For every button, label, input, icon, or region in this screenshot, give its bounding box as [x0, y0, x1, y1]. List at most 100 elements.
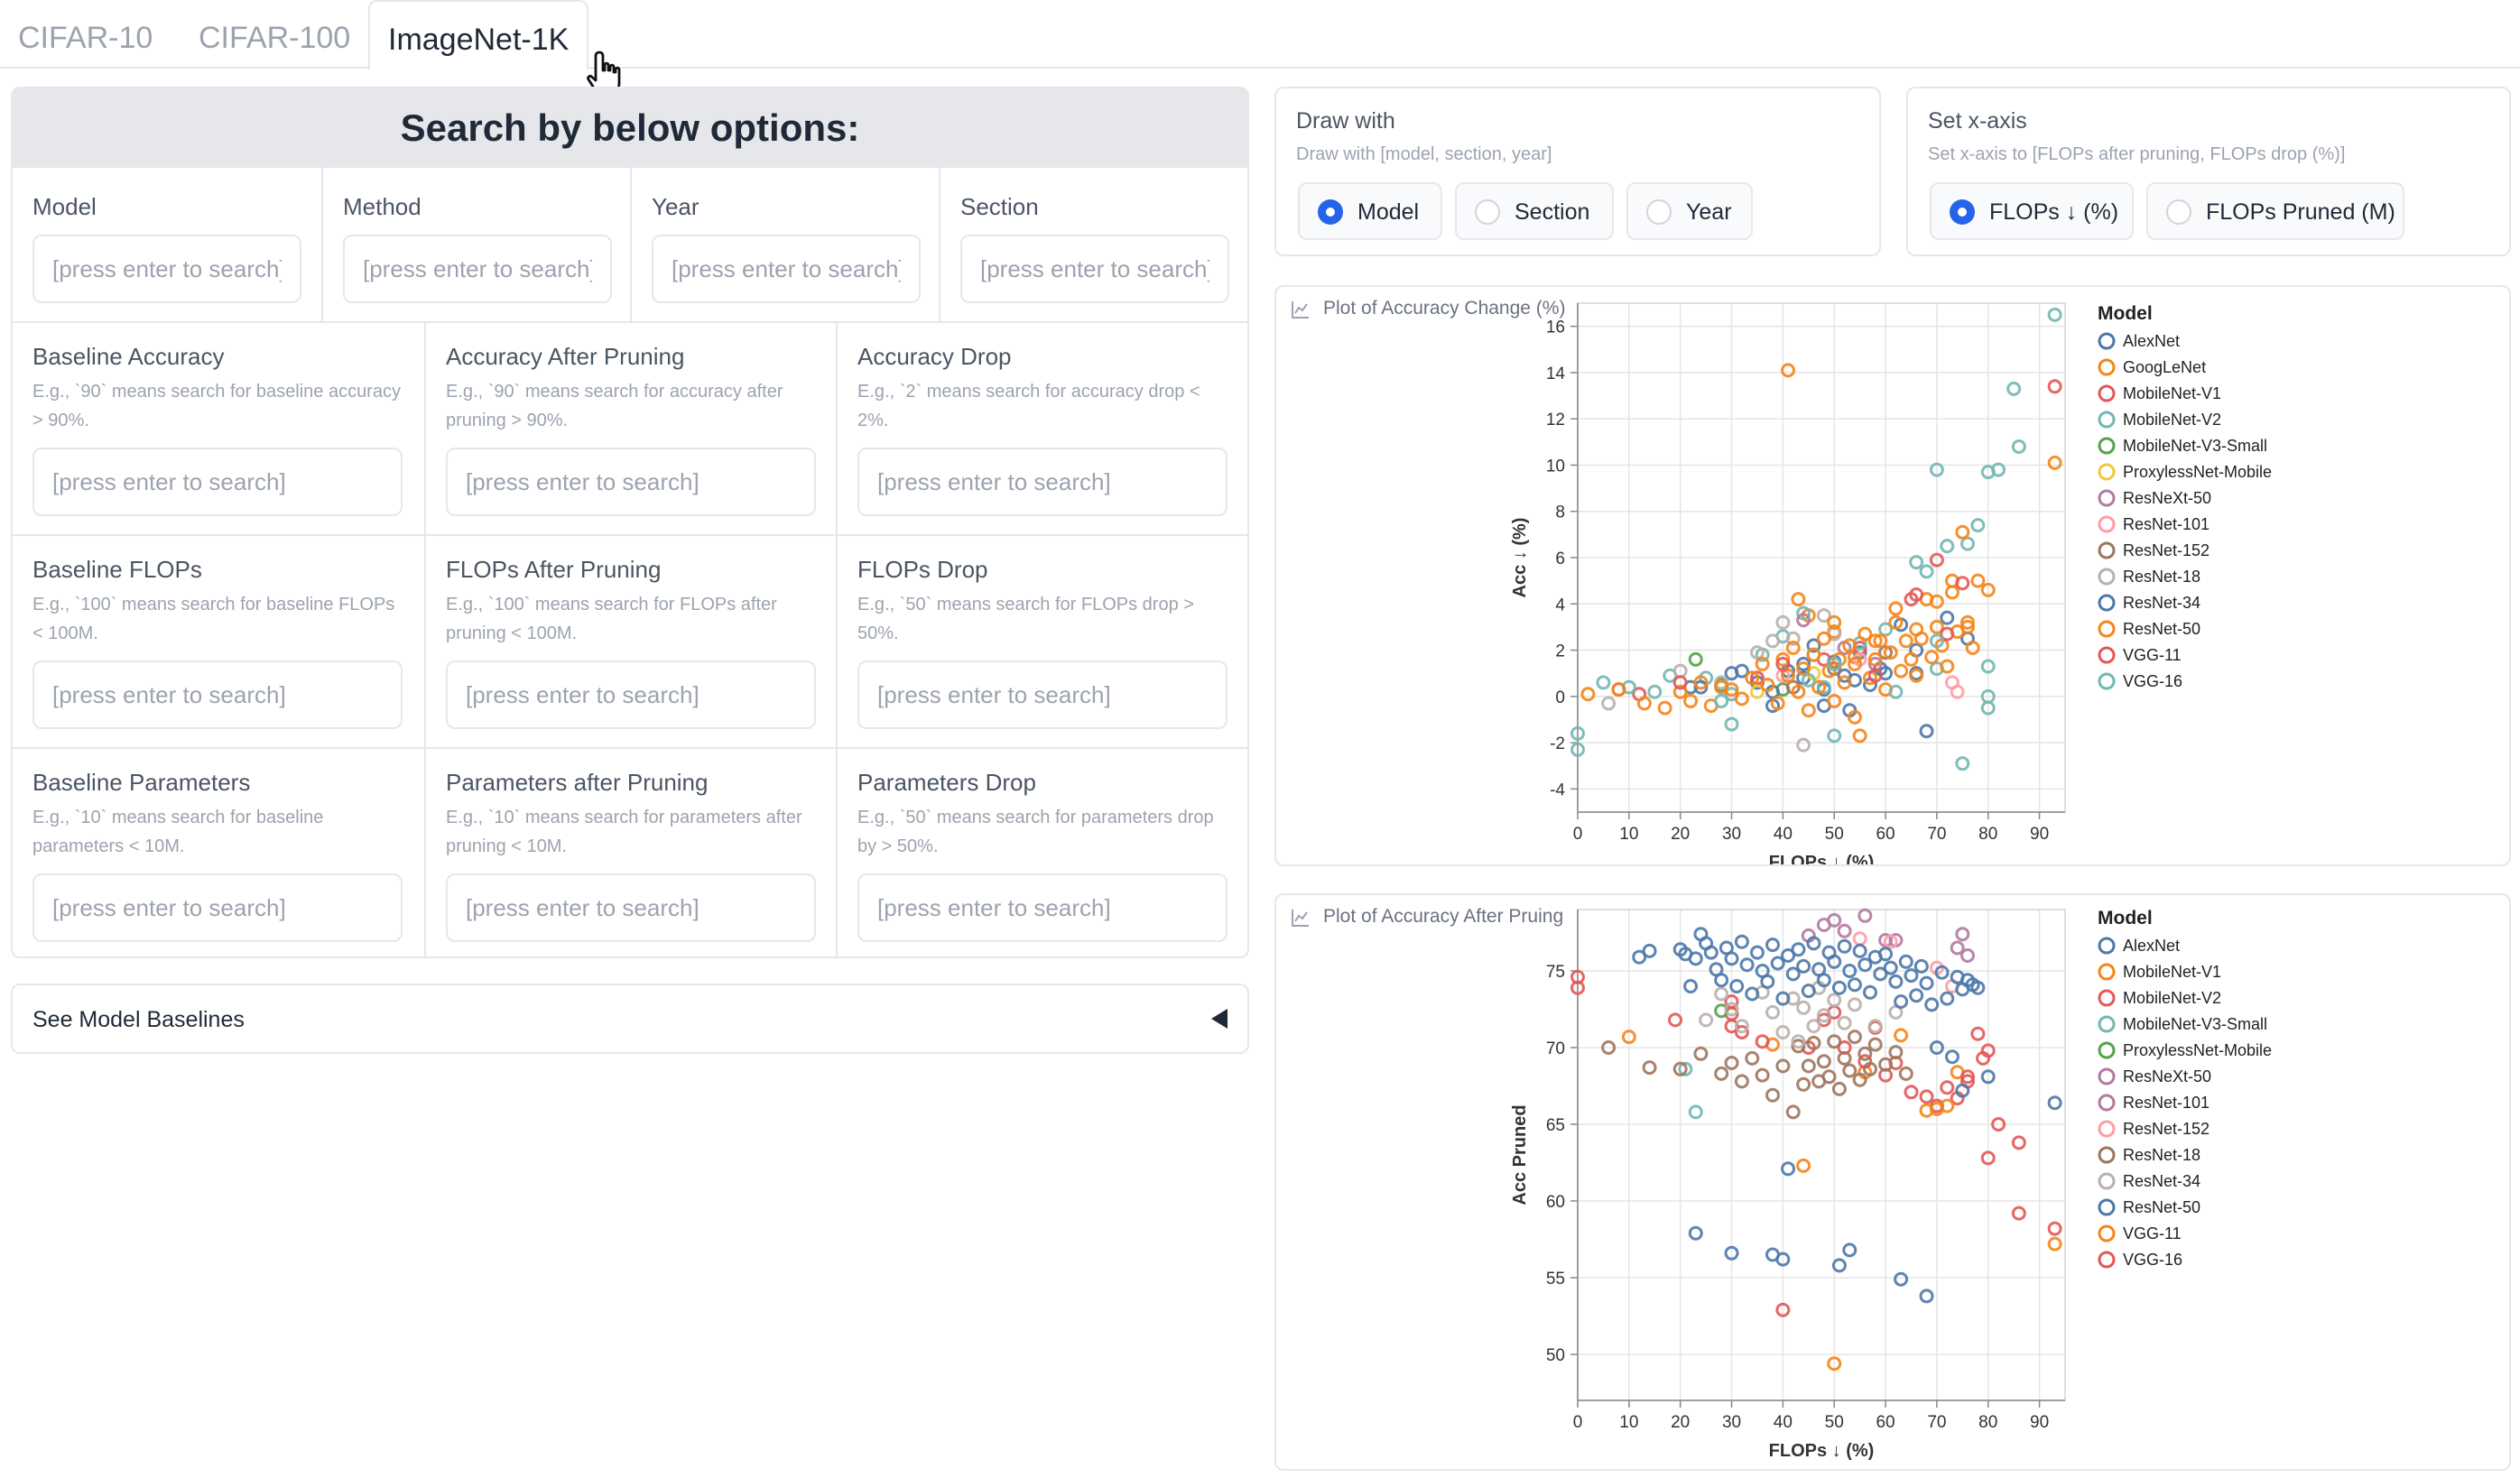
- data-point: [1980, 659, 1996, 674]
- data-point: [1749, 670, 1765, 686]
- data-point: [1601, 696, 1617, 711]
- legend-symbol: [2098, 1198, 2116, 1216]
- x-axis-flops-pruned-label: FLOPs Pruned (M): [2206, 199, 2395, 225]
- data-point: [1693, 675, 1709, 690]
- baseline-accuracy-input[interactable]: [32, 448, 403, 516]
- legend-label: ProxylessNet-Mobile: [2123, 1041, 2272, 1059]
- data-point: [1955, 927, 1970, 942]
- data-point: [1657, 700, 1672, 716]
- model-baselines-accordion[interactable]: See Model Baselines: [11, 984, 1249, 1054]
- section-filter-label: Section: [960, 193, 1039, 220]
- data-point: [1796, 1076, 1811, 1092]
- section-search-input[interactable]: [960, 235, 1229, 303]
- data-point: [1847, 656, 1862, 671]
- accuracy-after-pruning-input[interactable]: [446, 448, 816, 516]
- data-point: [1647, 684, 1663, 699]
- x-axis-flops-pruned-radio[interactable]: FLOPs Pruned (M): [2146, 182, 2404, 240]
- data-point: [1960, 614, 1975, 630]
- data-point: [1775, 1252, 1791, 1267]
- data-point: [1842, 1063, 1858, 1078]
- legend-symbol: [2098, 411, 2116, 429]
- data-point: [1837, 938, 1852, 954]
- legend-symbol: [2098, 541, 2116, 559]
- data-point: [1796, 958, 1811, 974]
- data-point: [1955, 524, 1970, 540]
- data-point: [1837, 675, 1852, 690]
- data-point: [1796, 605, 1811, 621]
- data-point: [1714, 1066, 1729, 1081]
- data-point: [1821, 1069, 1837, 1085]
- draw-with-model-radio[interactable]: Model: [1298, 182, 1442, 240]
- data-point: [1863, 1061, 1877, 1076]
- data-point: [1852, 931, 1867, 947]
- parameters-after-pruning-hint: E.g., `10` means search for parameters a…: [446, 808, 802, 856]
- tab-imagenet-1k[interactable]: ImageNet-1K: [368, 0, 589, 70]
- data-point: [1965, 640, 1980, 655]
- y-tick-label: -2: [1550, 734, 1565, 753]
- legend-symbol: [2098, 1172, 2116, 1190]
- model-search-input[interactable]: [32, 235, 301, 303]
- data-point: [1580, 687, 1596, 702]
- data-point: [1699, 1012, 1714, 1028]
- legend-symbol: [2098, 937, 2116, 955]
- flops-after-pruning-input[interactable]: [446, 660, 816, 729]
- data-point: [1765, 1004, 1780, 1020]
- baseline-parameters-input[interactable]: [32, 873, 403, 942]
- data-point: [1842, 638, 1858, 653]
- year-search-input[interactable]: [652, 235, 921, 303]
- search-row-filters: Model Method Year Section: [13, 166, 1247, 321]
- data-point: [1801, 672, 1816, 688]
- data-point: [1734, 934, 1749, 949]
- accuracy-drop-filter: Accuracy Drop E.g., `2` means search for…: [836, 323, 1247, 534]
- legend-label: VGG-16: [2123, 672, 2182, 690]
- y-tick-label: 60: [1546, 1193, 1565, 1212]
- method-search-input[interactable]: [343, 235, 612, 303]
- tab-cifar-10[interactable]: CIFAR-10: [18, 21, 153, 55]
- hand-pointer-icon: [587, 51, 621, 97]
- data-point: [1863, 984, 1877, 1000]
- data-point: [1745, 1050, 1760, 1066]
- data-point: [1847, 709, 1862, 725]
- radio-unchecked-icon: [1646, 199, 1672, 225]
- x-axis-flops-drop-radio[interactable]: FLOPs ↓ (%): [1930, 182, 2134, 240]
- data-point: [2047, 1221, 2062, 1236]
- search-row-parameters: Baseline Parameters E.g., `10` means sea…: [13, 747, 1247, 956]
- data-point: [1934, 965, 1950, 980]
- data-point: [1785, 1104, 1801, 1120]
- tab-cifar-100[interactable]: CIFAR-100: [199, 21, 351, 55]
- draw-with-section-radio[interactable]: Section: [1455, 182, 1614, 240]
- data-point: [2011, 1135, 2026, 1150]
- x-axis-hint: Set x-axis to [FLOPs after pruning, FLOP…: [1928, 144, 2346, 164]
- data-point: [1724, 1002, 1739, 1017]
- parameters-after-pruning-input[interactable]: [446, 873, 816, 942]
- data-point: [1632, 949, 1647, 965]
- data-point: [1688, 1104, 1703, 1120]
- x-tick-label: 60: [1876, 825, 1895, 844]
- draw-with-year-radio[interactable]: Year: [1626, 182, 1753, 240]
- data-point: [1801, 703, 1816, 718]
- accuracy-after-pruning-scatter-plot[interactable]: 0 10 20 30 40 50 60 70 80 90 50 55 60 65 70 75 FLOPs ↓ (…: [1276, 895, 2509, 1469]
- accuracy-change-scatter-plot[interactable]: 0 10 20 30 40 50 60 70 80 90 -4 -2 0 2 4 6 8 10 12 14 16 FLOP…: [1276, 287, 2509, 864]
- data-point: [1785, 640, 1801, 655]
- flops-drop-input[interactable]: [857, 660, 1228, 729]
- legend-symbol: [2098, 1015, 2116, 1033]
- legend-label: AlexNet: [2123, 937, 2180, 955]
- data-point: [1867, 1019, 1883, 1034]
- data-point: [1596, 675, 1611, 690]
- data-point: [1755, 1067, 1770, 1083]
- data-point: [1888, 1045, 1904, 1060]
- accuracy-drop-input[interactable]: [857, 448, 1228, 516]
- data-point: [1806, 638, 1821, 653]
- data-point: [1749, 684, 1765, 699]
- data-point: [2047, 1095, 2062, 1111]
- baseline-flops-input[interactable]: [32, 660, 403, 729]
- x-tick-label: 50: [1825, 1413, 1844, 1432]
- data-point: [1749, 945, 1765, 960]
- dataset-tabs: CIFAR-10 CIFAR-100 ImageNet-1K: [0, 0, 2520, 70]
- y-tick-label: -4: [1550, 781, 1565, 799]
- data-point: [1724, 1019, 1739, 1034]
- data-point: [1924, 997, 1940, 1012]
- data-point: [1683, 979, 1699, 993]
- parameters-drop-input[interactable]: [857, 873, 1228, 942]
- x-tick-label: 0: [1573, 825, 1583, 844]
